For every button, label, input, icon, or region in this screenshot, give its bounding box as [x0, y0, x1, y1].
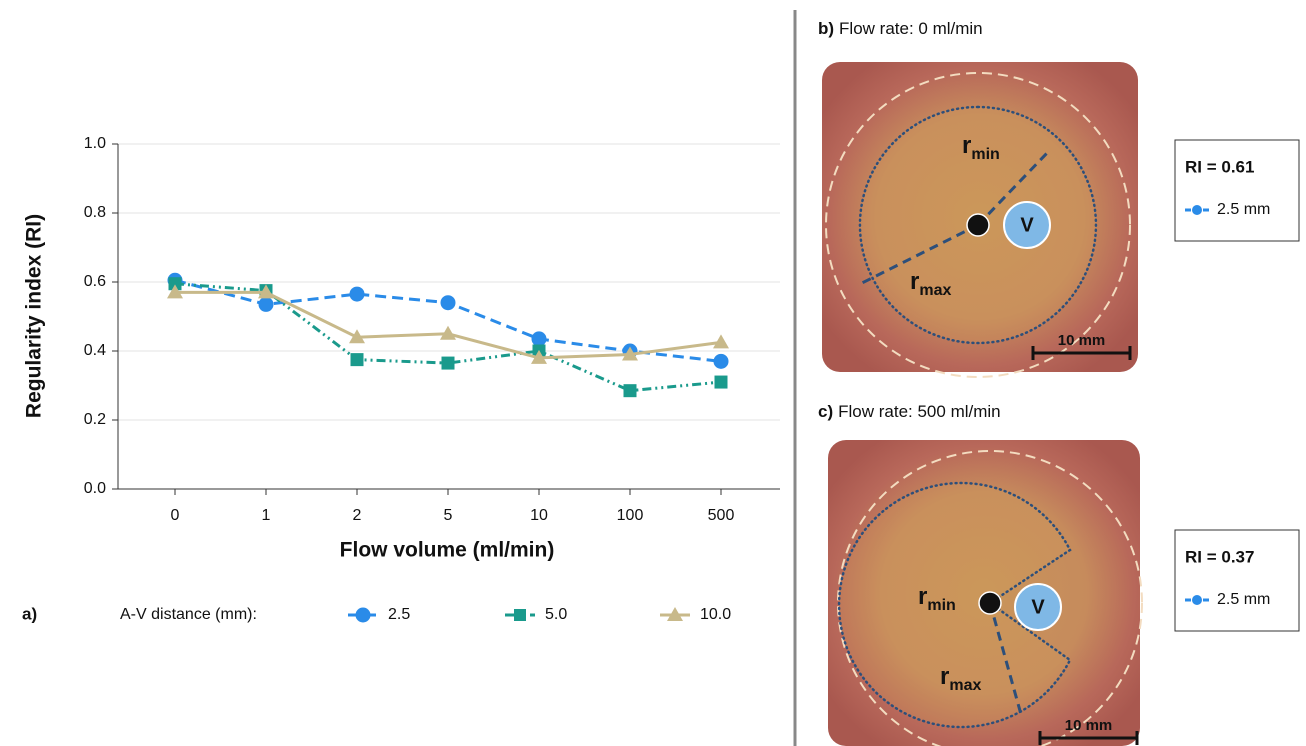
y-axis-label: Regularity index (RI) — [23, 214, 46, 418]
x-tick-label: 10 — [530, 507, 548, 524]
panel-title-text: Flow rate: 0 ml/min — [839, 19, 983, 38]
x-tick-label: 500 — [708, 507, 735, 524]
point — [350, 353, 364, 367]
point — [258, 296, 274, 312]
panel-label: c) — [818, 402, 833, 421]
legend-label: 2.5 mm — [1217, 201, 1270, 218]
legend-marker — [667, 607, 683, 621]
point — [714, 375, 728, 389]
point — [349, 329, 365, 344]
x-tick-label: 2 — [353, 507, 362, 524]
radius-label: rmin — [962, 132, 1000, 163]
y-tick-label: 1.0 — [84, 135, 106, 152]
radius-arrow — [976, 150, 1050, 227]
panel-title: c) Flow rate: 500 ml/min — [818, 402, 1001, 421]
artery — [966, 213, 990, 237]
outer-boundary — [825, 72, 1131, 378]
x-tick-label: 5 — [444, 507, 453, 524]
x-tick-label: 0 — [171, 507, 180, 524]
legend-box — [1174, 529, 1300, 632]
legend-title: A-V distance (mm): — [120, 606, 257, 623]
panel-title-text: Flow rate: 500 ml/min — [838, 402, 1001, 421]
radius-arrow — [861, 223, 979, 285]
legend-marker — [1192, 595, 1202, 605]
point — [622, 346, 638, 361]
outer-boundary — [837, 450, 1143, 746]
point — [441, 356, 455, 370]
point — [440, 295, 456, 311]
radius-subscript: max — [919, 282, 951, 299]
y-tick-label: 0.2 — [84, 411, 106, 428]
y-tick-label: 0.6 — [84, 273, 106, 290]
panel-label: b) — [818, 19, 834, 38]
legend-label: 10.0 — [700, 606, 731, 623]
legend-marker — [355, 607, 371, 623]
radius-symbol: r — [910, 268, 919, 295]
vein-label: V — [1031, 596, 1045, 618]
point — [167, 284, 183, 299]
radius-symbol: r — [940, 663, 949, 690]
radius-symbol: r — [918, 583, 927, 610]
legend-label: 5.0 — [545, 606, 567, 623]
legend-marker — [514, 609, 526, 621]
y-tick-label: 0.4 — [84, 342, 106, 359]
ri-label: RI = 0.61 — [1185, 157, 1254, 176]
point — [531, 331, 547, 347]
artery — [978, 591, 1002, 615]
vein — [1003, 201, 1051, 249]
vein — [1014, 583, 1062, 631]
radius-arrow — [988, 602, 1024, 719]
y-tick-label: 0.0 — [84, 480, 106, 497]
radius-symbol: r — [962, 132, 971, 159]
radius-subscript: min — [971, 146, 999, 163]
ri-label: RI = 0.37 — [1185, 547, 1254, 566]
x-tick-label: 1 — [262, 507, 271, 524]
y-tick-label: 0.8 — [84, 204, 106, 221]
legend-marker — [1192, 205, 1202, 215]
point — [258, 284, 274, 299]
x-axis-label: Flow volume (ml/min) — [340, 539, 555, 562]
point — [713, 353, 729, 369]
legend-label: 2.5 mm — [1217, 591, 1270, 608]
point — [349, 286, 365, 302]
point — [440, 325, 456, 340]
inner-boundary — [837, 481, 1072, 729]
point — [623, 384, 637, 398]
vein-label: V — [1020, 214, 1034, 236]
radius-subscript: max — [949, 677, 981, 694]
radius-subscript: min — [927, 597, 955, 614]
scale-label: 10 mm — [1058, 332, 1106, 349]
point — [713, 334, 729, 349]
panel-label: a) — [22, 604, 37, 623]
point — [531, 349, 547, 364]
legend-label: 2.5 — [388, 606, 410, 623]
panel-title: b) Flow rate: 0 ml/min — [818, 19, 983, 38]
radius-label: rmin — [918, 583, 956, 614]
scale-label: 10 mm — [1065, 717, 1113, 734]
radius-label: rmax — [910, 268, 951, 299]
legend-box — [1174, 139, 1300, 242]
point — [168, 277, 182, 291]
radius-label: rmax — [940, 663, 981, 694]
x-tick-label: 100 — [617, 507, 644, 524]
